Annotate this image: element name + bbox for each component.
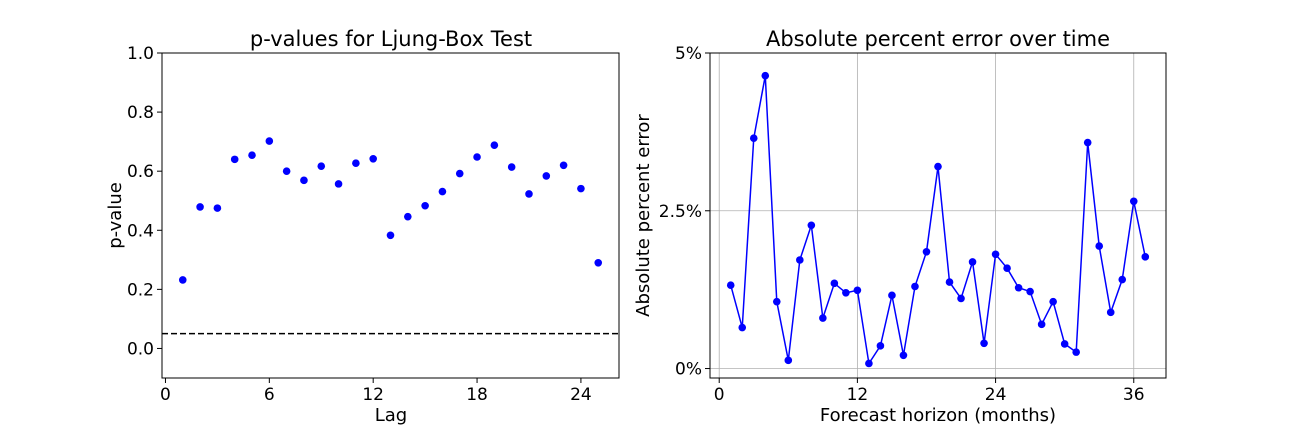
data-point (876, 342, 885, 350)
data-point (507, 163, 516, 171)
data-point (421, 201, 429, 210)
data-point (1118, 275, 1127, 284)
error-y-axis-label: Absolute percent error (633, 114, 654, 317)
data-point (213, 204, 222, 212)
data-point (738, 323, 747, 332)
series-line (730, 75, 1147, 366)
error-x-axis: 0 12 24 36 (714, 378, 1145, 405)
x-tick-label: 18 (466, 385, 488, 405)
data-point (1037, 320, 1046, 329)
pvalue-chart: p-values for Ljung-Box Test 0.0 0.2 0.4 0.6… (105, 27, 620, 426)
data-point (559, 161, 568, 170)
data-point (248, 151, 256, 160)
data-point (934, 162, 942, 171)
data-point (577, 184, 585, 193)
data-point (1083, 138, 1092, 147)
pvalue-x-axis: 0 6 12 18 24 (160, 378, 592, 405)
pvalue-chart-title: p-values for Ljung-Box Test (250, 27, 532, 51)
error-series (726, 71, 1150, 368)
error-grid (710, 52, 1166, 378)
data-point (796, 256, 804, 264)
y-tick-label: 5% (675, 44, 702, 64)
data-point (1095, 242, 1104, 250)
data-point (922, 247, 931, 256)
y-tick-label: 0.6 (127, 162, 154, 182)
data-point (853, 286, 862, 295)
data-point (726, 281, 735, 290)
data-point (542, 172, 551, 180)
pvalue-x-axis-label: Lag (375, 405, 407, 426)
y-tick-label: 0.4 (127, 221, 154, 241)
x-tick-label: 24 (985, 385, 1007, 405)
data-point (473, 153, 481, 161)
data-point (282, 167, 291, 175)
pvalue-plot-frame (161, 52, 620, 379)
error-plot-frame (709, 52, 1167, 379)
data-point (178, 276, 187, 284)
data-point (1106, 308, 1115, 317)
data-point (196, 203, 204, 211)
error-y-axis: 0% 2.5% 5% (659, 44, 710, 380)
data-point (911, 282, 919, 291)
pvalue-points (178, 137, 603, 284)
y-tick-label: 0.0 (127, 339, 154, 359)
y-tick-label: 0% (675, 360, 702, 380)
data-point (334, 180, 343, 188)
data-point (594, 258, 603, 267)
data-point (1026, 287, 1034, 296)
data-point (772, 297, 781, 306)
data-point (991, 250, 1000, 259)
pvalue-y-axis: 0.0 0.2 0.4 0.6 0.8 1.0 (127, 44, 162, 359)
data-point (317, 162, 326, 170)
x-tick-label: 12 (847, 385, 869, 405)
data-point (865, 359, 873, 368)
x-tick-label: 6 (264, 385, 275, 405)
data-point (1141, 253, 1150, 261)
error-chart-title: Absolute percent error over time (766, 27, 1110, 51)
data-point (749, 134, 758, 142)
data-point (438, 187, 447, 196)
data-point (230, 155, 239, 164)
data-point (819, 314, 827, 322)
data-point (352, 159, 360, 168)
data-point (369, 154, 377, 163)
data-point (1072, 348, 1080, 356)
data-point (888, 291, 896, 300)
data-point (761, 71, 770, 80)
data-point (490, 141, 499, 149)
data-point (784, 356, 793, 365)
data-point (1049, 297, 1057, 306)
data-point (899, 351, 908, 360)
data-point (957, 294, 965, 303)
data-point (265, 137, 274, 145)
data-point (1129, 197, 1138, 206)
data-point (945, 278, 954, 286)
data-point (1060, 340, 1069, 348)
data-point (968, 258, 977, 266)
x-tick-label: 36 (1123, 385, 1145, 405)
data-point (1014, 283, 1023, 292)
y-tick-label: 0.2 (127, 280, 154, 300)
data-point (404, 212, 412, 221)
data-point (386, 231, 395, 240)
data-point (830, 279, 839, 288)
data-point (842, 289, 850, 297)
x-tick-label: 0 (714, 385, 725, 405)
x-tick-label: 24 (570, 385, 592, 405)
data-point (525, 190, 533, 198)
data-point (980, 339, 988, 348)
y-tick-label: 0.8 (127, 103, 154, 123)
y-tick-label: 1.0 (127, 44, 154, 64)
data-point (300, 176, 308, 185)
data-point (1003, 264, 1011, 272)
error-x-axis-label: Forecast horizon (months) (820, 405, 1056, 426)
data-point (455, 169, 464, 178)
y-tick-label: 2.5% (659, 202, 702, 222)
data-point (807, 221, 816, 230)
x-tick-label: 0 (160, 385, 171, 405)
error-chart: Absolute percent error over time 0% 2.5% 5… (633, 27, 1167, 426)
x-tick-label: 12 (362, 385, 384, 405)
pvalue-y-axis-label: p-value (105, 182, 126, 249)
